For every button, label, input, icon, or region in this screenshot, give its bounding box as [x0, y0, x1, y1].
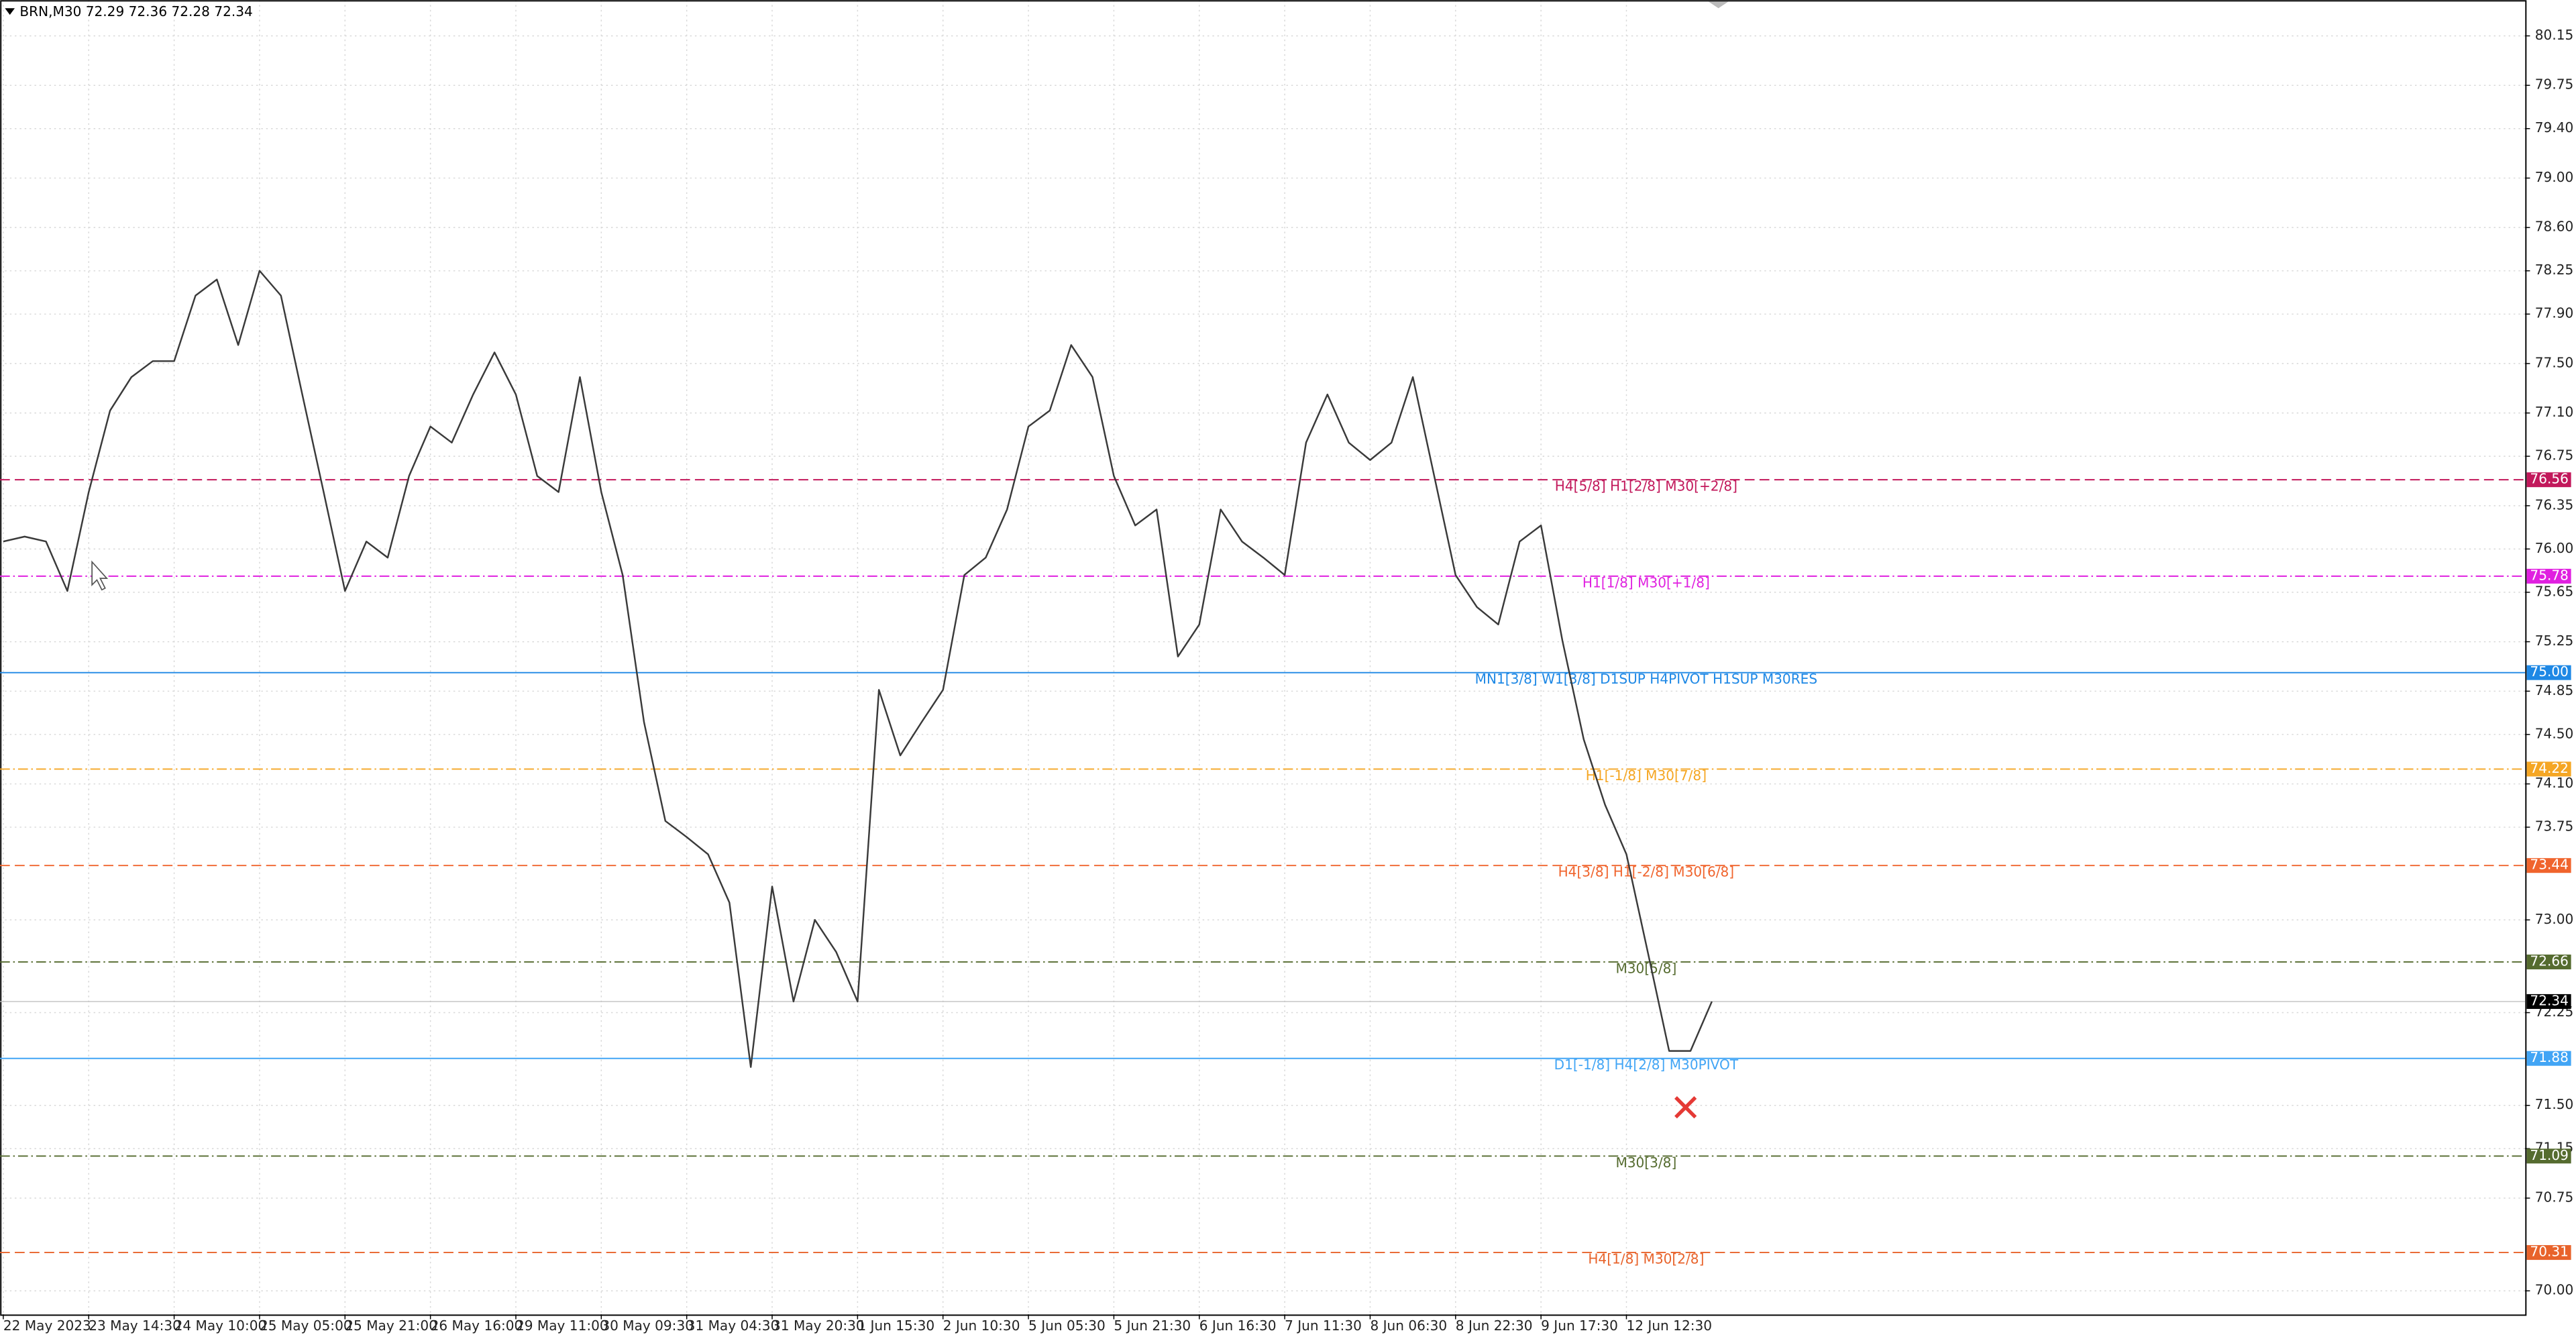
current-price-box [2526, 994, 2571, 1009]
level-label: D1[-1/8] H4[2/8] M30PIVOT [1554, 1057, 1739, 1073]
level-label: M30[3/8] [1615, 1155, 1676, 1171]
x-tick-label: 9 Jun 17:30 [1541, 1318, 1618, 1334]
y-tick-label: 76.00 [2535, 540, 2573, 556]
y-tick-label: 75.65 [2535, 583, 2573, 599]
y-tick-label: 77.90 [2535, 305, 2573, 321]
y-tick-label: 79.00 [2535, 169, 2573, 185]
price-box-label: 75.78 [2530, 567, 2568, 583]
level-label: H4[3/8] H1[-2/8] M30[6/8] [1558, 864, 1735, 880]
x-tick-label: 1 Jun 15:30 [857, 1318, 934, 1334]
y-tick-label: 70.75 [2535, 1189, 2573, 1205]
x-tick-label: 12 Jun 12:30 [1626, 1318, 1712, 1334]
level-label: M30[5/8] [1615, 960, 1676, 976]
x-tick-label: 31 May 20:30 [772, 1318, 865, 1334]
level-label: MN1[3/8] W1[3/8] D1SUP H4PIVOT H1SUP M30… [1475, 671, 1817, 687]
price-box [2526, 954, 2571, 969]
y-tick-label: 79.75 [2535, 76, 2573, 93]
price-box-label: 76.56 [2530, 471, 2568, 487]
y-tick-label: 73.00 [2535, 911, 2573, 927]
plot-frame [0, 0, 2527, 1316]
x-tick-label: 31 May 04:30 [687, 1318, 780, 1334]
price-box [2526, 858, 2571, 873]
y-tick-label: 77.10 [2535, 404, 2573, 420]
y-tick-label: 75.25 [2535, 633, 2573, 649]
price-box [2526, 761, 2571, 777]
x-tick-label: 23 May 14:30 [89, 1318, 181, 1334]
y-tick-label: 78.25 [2535, 262, 2573, 278]
level-label: H1[-1/8] M30[7/8] [1586, 767, 1707, 784]
cross-marker [1674, 1096, 1697, 1119]
y-tick-label: 76.75 [2535, 447, 2573, 464]
chart-title: BRN,M30 72.29 72.36 72.28 72.34 [19, 3, 252, 19]
y-tick-label: 74.10 [2535, 775, 2573, 791]
x-tick-label: 30 May 09:30 [601, 1318, 694, 1334]
price-box-label: 72.66 [2530, 953, 2568, 969]
y-tick-label: 74.50 [2535, 725, 2573, 741]
mouse-cursor [91, 560, 109, 591]
y-tick-label: 77.50 [2535, 354, 2573, 370]
axes: 80.15 79.75 79.40 79.00 78.60 78.25 77.90 77.50… [3, 27, 2573, 1334]
plot [3, 270, 1713, 1068]
level-label: H4[1/8] M30[2/8] [1588, 1251, 1704, 1267]
price-box-label: 71.09 [2530, 1147, 2568, 1163]
x-tick-label: 5 Jun 05:30 [1028, 1318, 1106, 1334]
level-label: H4[5/8] H1[2/8] M30[+2/8] [1555, 478, 1737, 494]
y-tick-label: 79.40 [2535, 119, 2573, 136]
x-tick-label: 2 Jun 10:30 [943, 1318, 1020, 1334]
price-box [2526, 665, 2571, 680]
x-tick-label: 8 Jun 06:30 [1370, 1318, 1447, 1334]
x-tick-label: 25 May 21:00 [345, 1318, 437, 1334]
price-box [2526, 1051, 2571, 1066]
price-line [3, 270, 1713, 1068]
y-tick-label: 74.85 [2535, 682, 2573, 698]
y-tick-label: 76.35 [2535, 496, 2573, 513]
price-box-label: 75.00 [2530, 663, 2568, 680]
scroll-marker [1708, 1, 1729, 9]
price-box-label: 71.88 [2530, 1049, 2568, 1065]
current-price-label: 72.34 [2530, 992, 2568, 1008]
y-tick-label: 71.50 [2535, 1096, 2573, 1112]
level-label: H1[1/8] M30[+1/8] [1582, 574, 1710, 590]
y-tick-label: 80.15 [2535, 27, 2573, 43]
grid [0, 0, 2526, 1315]
y-tick-label: 70.00 [2535, 1282, 2573, 1298]
levels: H4[5/8] H1[2/8] M30[+2/8] H1[1/8] M30[+1/… [0, 478, 2526, 1267]
price-box [2526, 1148, 2571, 1164]
x-tick-label: 6 Jun 16:30 [1199, 1318, 1277, 1334]
price-box [2526, 1245, 2571, 1261]
price-box [2526, 568, 2571, 584]
price-box-label: 73.44 [2530, 857, 2568, 873]
x-tick-label: 26 May 16:00 [431, 1318, 523, 1334]
x-tick-label: 7 Jun 11:30 [1285, 1318, 1362, 1334]
x-tick-label: 22 May 2023 [3, 1318, 91, 1334]
x-tick-label: 25 May 05:00 [260, 1318, 352, 1334]
price-box-label: 70.31 [2530, 1244, 2568, 1260]
y-tick-label: 78.60 [2535, 219, 2573, 235]
cross-stroke [1674, 1096, 1697, 1119]
x-tick-label: 24 May 10:00 [174, 1318, 267, 1334]
price-box [2526, 472, 2571, 488]
x-tick-label: 29 May 11:00 [516, 1318, 608, 1334]
x-tick-label: 5 Jun 21:30 [1114, 1318, 1191, 1334]
y-tick-label: 73.75 [2535, 818, 2573, 835]
menu-arrow[interactable] [5, 8, 15, 15]
x-tick-label: 8 Jun 22:30 [1456, 1318, 1533, 1334]
price-box-label: 74.22 [2530, 760, 2568, 776]
